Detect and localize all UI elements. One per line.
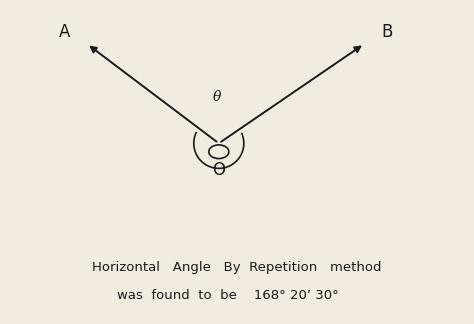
Text: Horizontal   Angle   By  Repetition   method: Horizontal Angle By Repetition method — [92, 261, 382, 274]
Text: O: O — [212, 161, 225, 179]
Text: was  found  to  be    168° 20’ 30°: was found to be 168° 20’ 30° — [117, 289, 339, 302]
Text: A: A — [58, 23, 70, 41]
Text: B: B — [382, 23, 393, 41]
Text: θ: θ — [213, 90, 221, 104]
